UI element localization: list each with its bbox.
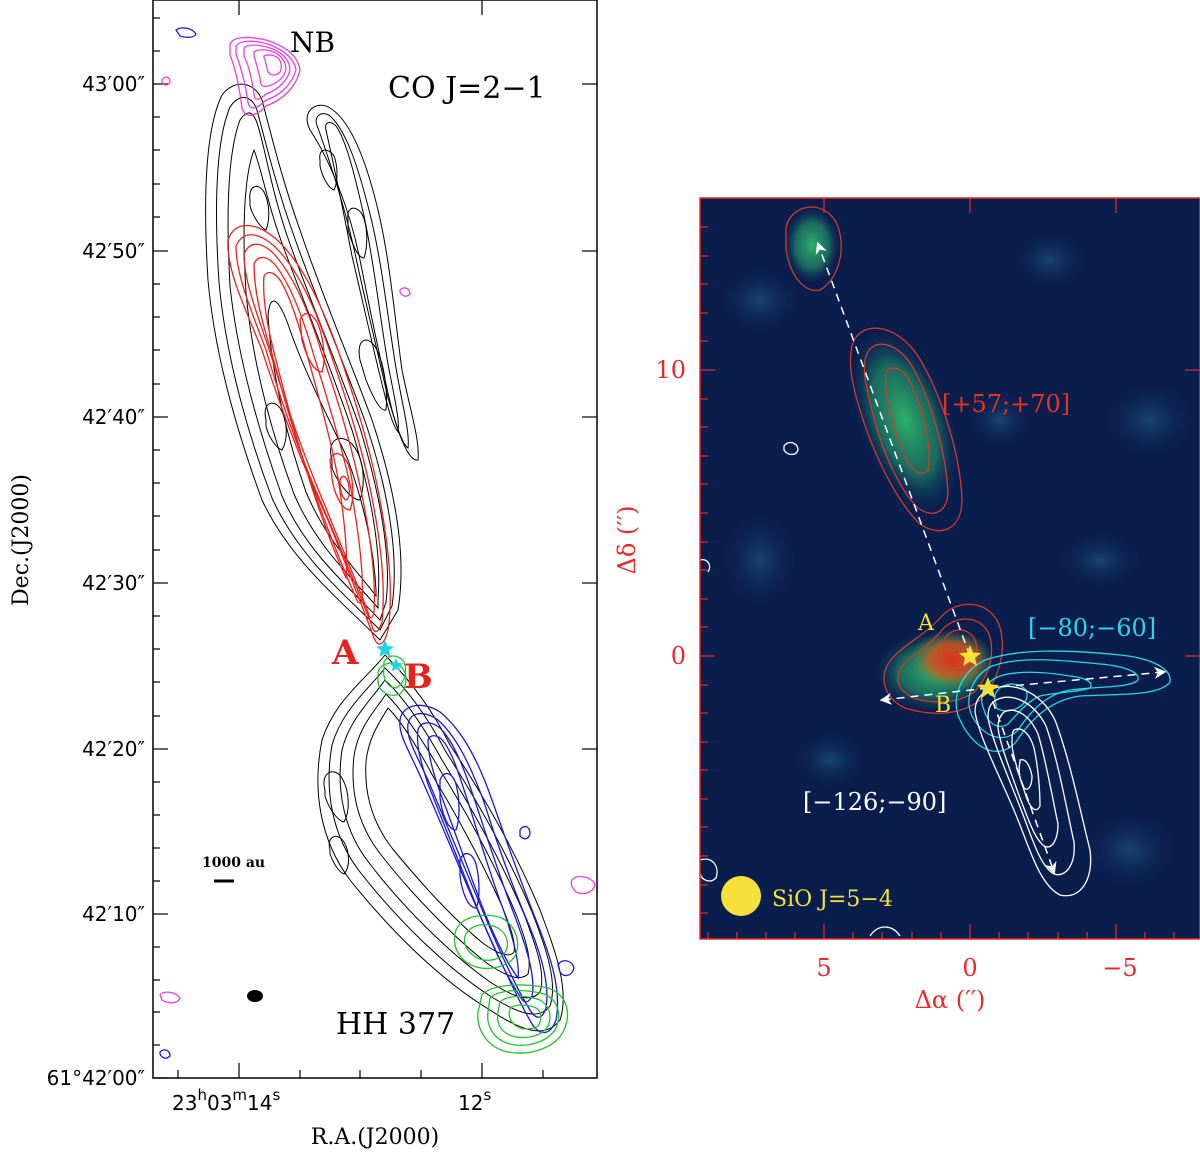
left-ylabel: Dec.(J2000) xyxy=(9,474,34,606)
y-tick-label: 10 xyxy=(655,356,686,384)
label-red-range: [+57;+70] xyxy=(942,390,1070,418)
x-tick-label: −5 xyxy=(1102,954,1137,982)
jet-axis-north xyxy=(815,241,971,657)
sio-knot-north xyxy=(784,207,840,283)
jet-axis-south xyxy=(987,687,1057,875)
jet-axis-east xyxy=(987,666,1167,689)
green-contours xyxy=(377,655,569,1054)
blueshift-contours xyxy=(159,27,575,1059)
left-plot-frame xyxy=(152,0,598,1079)
right-ylabel: Δδ (′′) xyxy=(613,505,641,574)
label-a: A xyxy=(917,611,935,636)
star-a-icon xyxy=(376,640,394,657)
right-xlabel: Δα (′′) xyxy=(915,986,986,1014)
left-xlabel: R.A.(J2000) xyxy=(311,1125,439,1150)
redshift-contours xyxy=(227,225,392,645)
right-title: SiO J=5−4 xyxy=(772,887,893,912)
left-axis-ticks xyxy=(153,0,597,1079)
label-object: HH 377 xyxy=(336,1007,455,1042)
y-tick-label: 42′10″ xyxy=(82,902,145,926)
left-panel: 1000 au NB CO J=2−1 A B HH 377 43′00″ 42… xyxy=(9,0,598,1150)
left-title: CO J=2−1 xyxy=(388,71,546,106)
jet-axes xyxy=(815,241,1167,875)
y-tick-label: 42′50″ xyxy=(82,239,145,263)
sio-knot-red-lobe xyxy=(850,329,960,511)
sio-red-contours xyxy=(785,206,1003,714)
co-contours-north xyxy=(205,83,419,641)
star-b-icon xyxy=(977,677,999,698)
right-x-tick-labels: 5 0 −5 xyxy=(816,954,1137,982)
nb-contours xyxy=(159,36,596,1004)
label-white-range: [−126;−90] xyxy=(803,788,946,816)
noise-blobs xyxy=(715,230,1200,890)
sio-source-stars xyxy=(959,645,999,698)
right-y-tick-labels: 10 0 xyxy=(655,356,686,670)
left-y-tick-labels: 43′00″ 42′50″ 42′40″ 42′30″ 42′20″ 42′10… xyxy=(47,72,145,1090)
sio-core-red xyxy=(910,630,994,690)
y-tick-label: 42′20″ xyxy=(82,737,145,761)
x-tick-label: 0 xyxy=(962,954,977,982)
label-b: B xyxy=(935,693,951,718)
label-b: B xyxy=(404,657,433,697)
source-stars xyxy=(376,640,403,672)
label-nb: NB xyxy=(290,26,335,59)
y-tick-label: 0 xyxy=(671,642,686,670)
x-tick-label: 5 xyxy=(816,954,831,982)
x-tick-label: 23h03m14s xyxy=(172,1086,281,1115)
label-a: A xyxy=(331,633,359,673)
right-panel: SiO J=5−4 [+57;+70] [−80;−60] [−126;−90]… xyxy=(613,197,1200,1014)
y-tick-label: 61°42′00″ xyxy=(47,1066,145,1090)
beam-ellipse xyxy=(247,990,263,1002)
y-tick-label: 42′30″ xyxy=(82,571,145,595)
beam-circle xyxy=(721,876,761,916)
star-a-icon xyxy=(959,645,981,666)
label-cyan-range: [−80;−60] xyxy=(1028,614,1156,642)
y-tick-label: 42′40″ xyxy=(82,405,145,429)
x-tick-label: 12s xyxy=(458,1086,491,1115)
jet-axis-west xyxy=(879,687,989,705)
star-b-icon xyxy=(389,658,403,672)
scale-bar-label: 1000 au xyxy=(202,855,265,871)
y-tick-label: 43′00″ xyxy=(82,72,145,96)
right-axis-ticks xyxy=(700,198,1200,939)
right-plot-frame xyxy=(699,197,1200,940)
